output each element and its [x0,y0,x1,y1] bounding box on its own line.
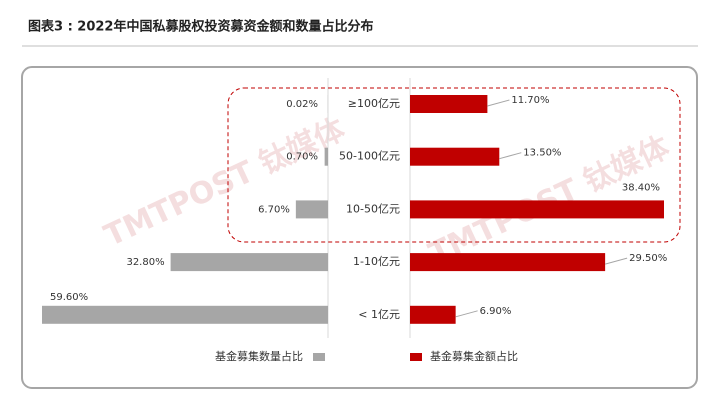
leader-line [499,152,522,160]
leader-line [455,310,478,318]
category-label: < 1亿元 [358,308,400,321]
value-label: 38.40% [622,182,660,193]
bar [410,95,488,113]
bar [410,147,500,166]
watermark-group: TMTPOST 钛媒体 [99,112,351,254]
leader-line [487,99,510,107]
category-label: ≥100亿元 [348,97,400,110]
bar [170,253,328,272]
bar [410,305,456,324]
category-label: 50-100亿元 [339,150,400,163]
chart-frame [21,66,698,389]
bar [324,147,328,166]
legend-label: 基金募集数量占比 [215,349,303,363]
legend-swatch [410,353,422,361]
value-label: 6.90% [480,306,512,317]
chart-title: 图表3 : 2022年中国私募股权投资募资金额和数量占比分布 [28,19,373,35]
value-label: 0.70% [286,152,318,163]
category-label: 10-50亿元 [346,202,400,215]
value-label: 32.80% [126,257,164,268]
highlight-box [227,87,681,243]
bar [410,200,664,219]
legend-label: 基金募集金额占比 [430,349,518,363]
bar [410,253,606,272]
legend-swatch [313,353,325,361]
value-label: 29.50% [629,253,667,264]
category-label: 1-10亿元 [353,255,400,268]
value-label: 11.70% [511,95,549,106]
leader-line [604,257,628,265]
value-label: 13.50% [523,148,561,159]
watermark: TMTPOST 钛媒体 [99,112,351,254]
value-label: 6.70% [258,204,290,215]
value-label: 59.60% [50,292,88,303]
bar [295,200,328,219]
value-label: 0.02% [286,99,318,110]
bar [42,305,328,324]
